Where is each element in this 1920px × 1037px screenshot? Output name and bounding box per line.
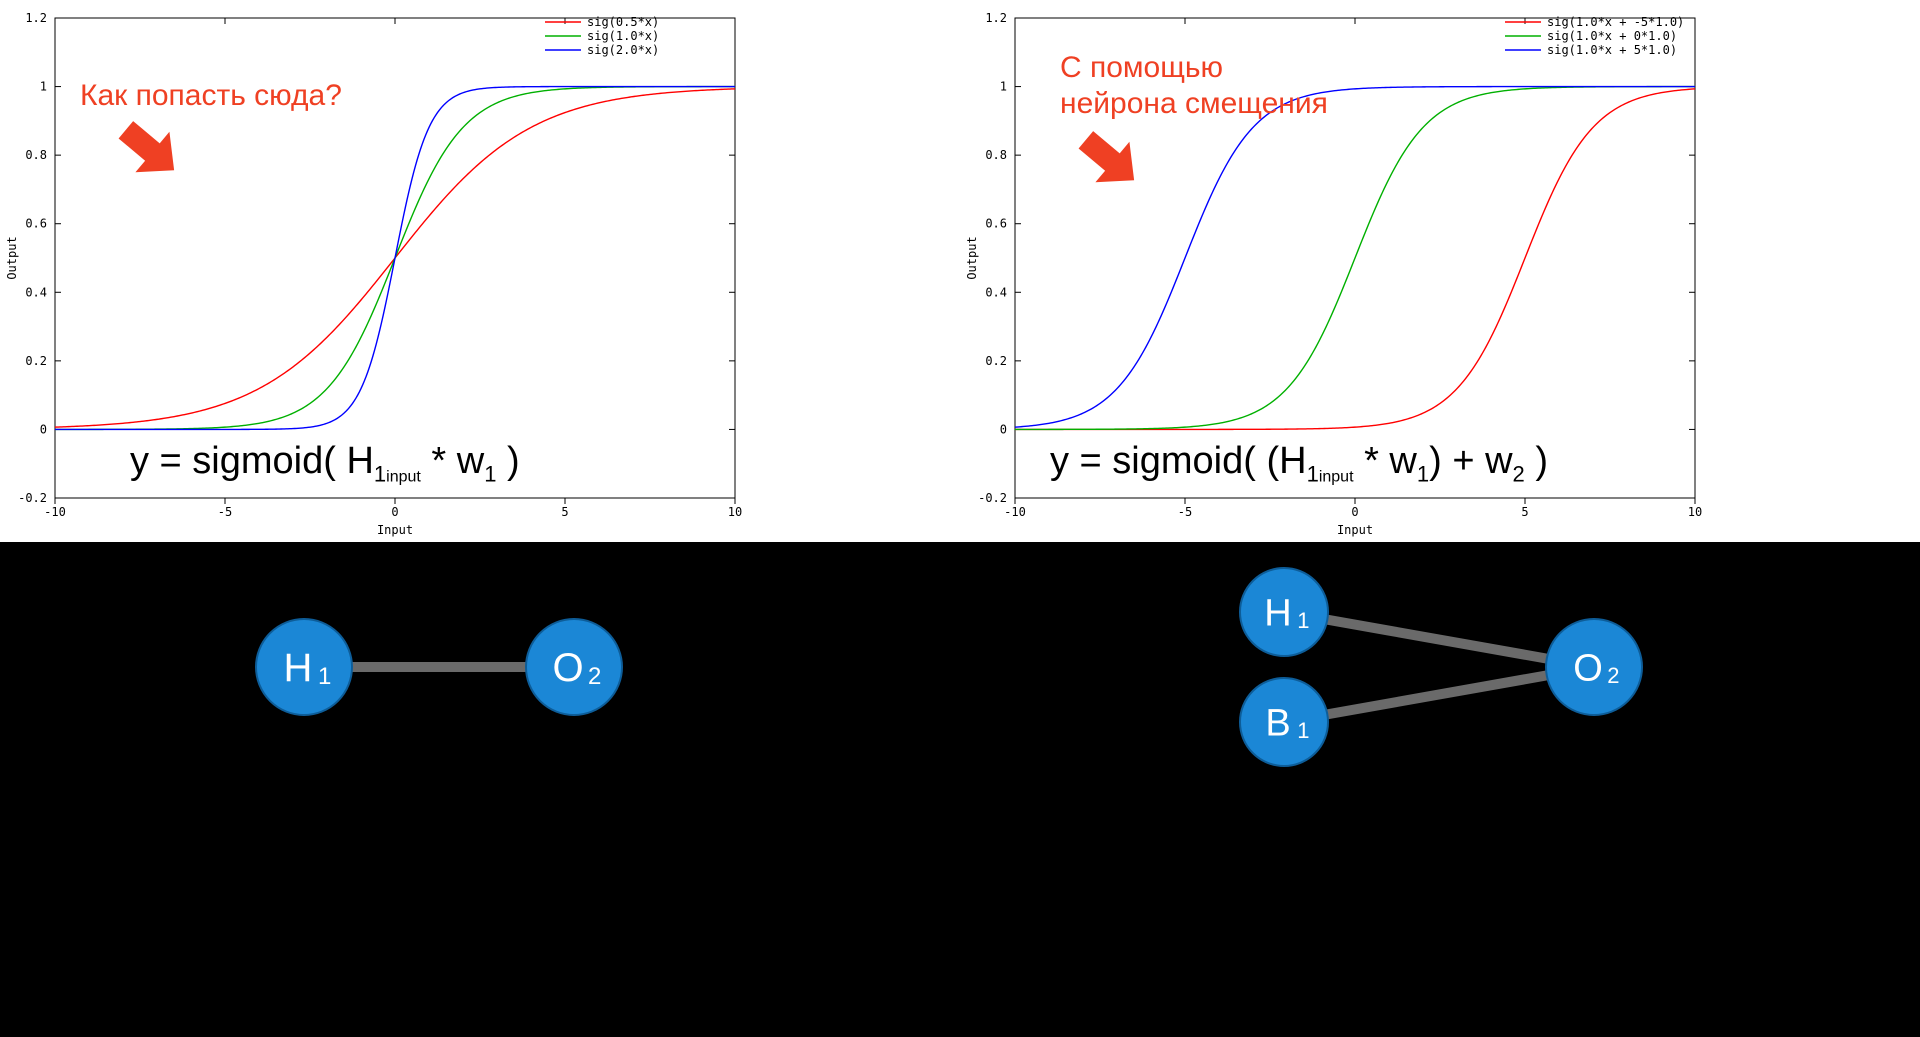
svg-text:0: 0	[40, 422, 47, 436]
chart-svg: -10 -5 0 5 10 -0.2 0 0.2 0.4 0.6 0.8 1 1.2 Input Outpu…	[0, 0, 752, 542]
networks-row: H1O2 H1B1O2	[0, 542, 1920, 792]
node-label: B	[1265, 702, 1290, 744]
node-label-sub: 2	[588, 663, 601, 690]
node-label-sub: 1	[1297, 608, 1309, 633]
svg-text:1.2: 1.2	[985, 11, 1007, 25]
legend-label: sig(1.0*x)	[587, 29, 659, 43]
svg-text:0: 0	[1000, 422, 1007, 436]
svg-text:0.4: 0.4	[25, 285, 47, 299]
svg-text:0.2: 0.2	[25, 354, 47, 368]
svg-text:0.6: 0.6	[985, 217, 1007, 231]
svg-text:5: 5	[1521, 505, 1528, 519]
node-label: O	[1573, 647, 1603, 689]
node-label-sub: 1	[318, 663, 331, 690]
svg-text:-10: -10	[44, 505, 66, 519]
node-label-sub: 2	[1607, 663, 1619, 688]
legend-label: sig(1.0*x + 5*1.0)	[1547, 43, 1677, 57]
plot-right: -10 -5 0 5 10 -0.2 0 0.2 0.4 0.6 0.8 1 1.2 Input Outpu…	[960, 0, 1920, 542]
network-svg: H1B1O2	[960, 542, 1920, 792]
svg-text:-5: -5	[1178, 505, 1192, 519]
svg-text:-0.2: -0.2	[18, 491, 47, 505]
x-axis-label: Input	[1337, 523, 1373, 537]
y-axis-label: Output	[5, 236, 19, 279]
legend-label: sig(2.0*x)	[587, 43, 659, 57]
node-label: H	[284, 646, 313, 690]
svg-text:5: 5	[561, 505, 568, 519]
svg-text:0.8: 0.8	[985, 148, 1007, 162]
svg-text:0.2: 0.2	[985, 354, 1007, 368]
svg-text:0.4: 0.4	[985, 285, 1007, 299]
svg-text:1: 1	[40, 80, 47, 94]
legend-label: sig(0.5*x)	[587, 15, 659, 29]
svg-text:0: 0	[391, 505, 398, 519]
legend-label: sig(1.0*x + -5*1.0)	[1547, 15, 1684, 29]
svg-text:1.2: 1.2	[25, 11, 47, 25]
node-label-sub: 1	[1297, 718, 1309, 743]
plots-row: -10-50510-0.200.20.40.60.811.2InputOutpu…	[0, 0, 1920, 542]
network-right: H1B1O2	[960, 542, 1920, 792]
x-axis-label: Input	[377, 523, 413, 537]
svg-text:-0.2: -0.2	[978, 491, 1007, 505]
network-left: H1 O2	[0, 542, 960, 792]
network-svg: H1 O2	[0, 542, 960, 792]
legend-label: sig(1.0*x + 0*1.0)	[1547, 29, 1677, 43]
svg-text:-5: -5	[218, 505, 232, 519]
svg-text:0: 0	[1351, 505, 1358, 519]
svg-text:10: 10	[728, 505, 742, 519]
chart-svg: -10 -5 0 5 10 -0.2 0 0.2 0.4 0.6 0.8 1 1.2 Input Outpu…	[960, 0, 1712, 542]
node-label: O	[552, 646, 583, 690]
svg-text:0.8: 0.8	[25, 148, 47, 162]
node-label: H	[1264, 592, 1291, 634]
svg-text:0.6: 0.6	[25, 217, 47, 231]
svg-text:-10: -10	[1004, 505, 1026, 519]
plot-left: -10 -5 0 5 10 -0.2 0 0.2 0.4 0.6 0.8 1 1.2 Input Outpu…	[0, 0, 960, 542]
y-axis-label: Output	[965, 236, 979, 279]
svg-text:10: 10	[1688, 505, 1702, 519]
svg-text:1: 1	[1000, 80, 1007, 94]
